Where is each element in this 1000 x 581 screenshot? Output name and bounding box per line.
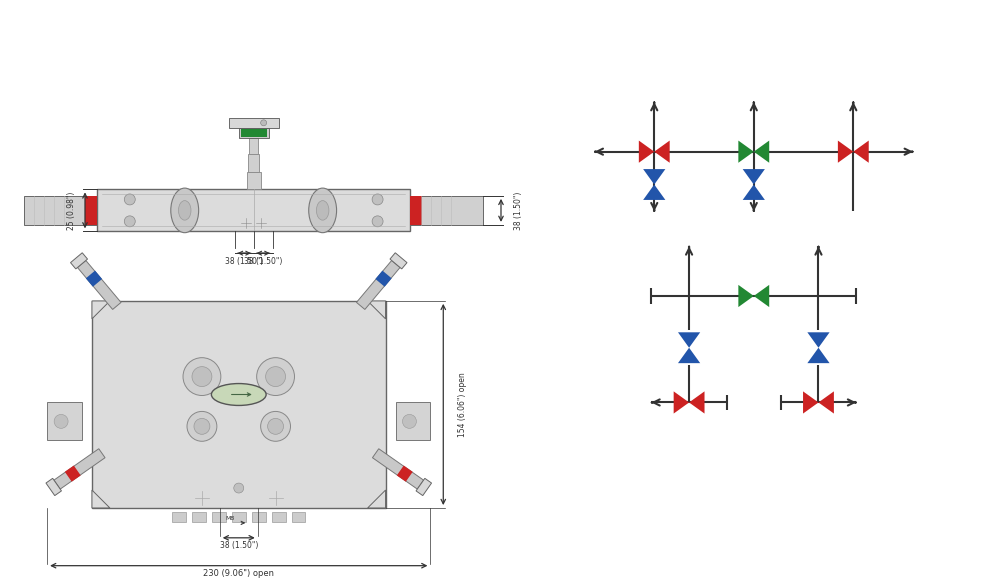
Polygon shape bbox=[375, 271, 392, 287]
Polygon shape bbox=[416, 478, 432, 496]
Bar bbox=[192, 512, 206, 522]
Polygon shape bbox=[368, 490, 386, 508]
Bar bbox=[272, 512, 286, 522]
Circle shape bbox=[124, 194, 135, 205]
Polygon shape bbox=[654, 141, 670, 163]
Polygon shape bbox=[397, 465, 413, 482]
Bar bbox=[396, 403, 430, 440]
Text: 230 (9.06") open: 230 (9.06") open bbox=[203, 569, 274, 578]
Circle shape bbox=[187, 411, 217, 442]
Bar bbox=[232, 512, 246, 522]
Circle shape bbox=[266, 367, 286, 386]
Bar bbox=[249, 138, 258, 153]
Ellipse shape bbox=[178, 200, 191, 220]
FancyBboxPatch shape bbox=[97, 189, 410, 231]
Polygon shape bbox=[678, 332, 700, 347]
Polygon shape bbox=[754, 285, 769, 307]
Text: 38 (1.50"): 38 (1.50") bbox=[244, 257, 282, 266]
Text: 38 (1.50"): 38 (1.50") bbox=[514, 191, 523, 229]
Circle shape bbox=[124, 216, 135, 227]
Bar bbox=[410, 196, 422, 225]
Text: 38 (1.50"): 38 (1.50") bbox=[220, 541, 258, 550]
Polygon shape bbox=[853, 141, 869, 163]
Polygon shape bbox=[356, 260, 400, 310]
Polygon shape bbox=[54, 449, 105, 489]
Polygon shape bbox=[92, 490, 110, 508]
Polygon shape bbox=[738, 141, 754, 163]
Circle shape bbox=[257, 358, 294, 396]
Bar bbox=[292, 512, 305, 522]
Ellipse shape bbox=[171, 188, 199, 232]
Polygon shape bbox=[678, 347, 700, 363]
Text: 38 (1.50"): 38 (1.50") bbox=[225, 257, 263, 266]
Polygon shape bbox=[92, 301, 110, 319]
Polygon shape bbox=[674, 392, 689, 414]
Text: 154 (6.06") open: 154 (6.06") open bbox=[458, 372, 467, 437]
Polygon shape bbox=[86, 271, 102, 287]
Polygon shape bbox=[838, 141, 853, 163]
Bar bbox=[172, 512, 186, 522]
Polygon shape bbox=[71, 253, 88, 269]
Polygon shape bbox=[639, 141, 654, 163]
Polygon shape bbox=[738, 285, 754, 307]
Ellipse shape bbox=[309, 188, 337, 232]
Polygon shape bbox=[754, 141, 769, 163]
Polygon shape bbox=[743, 185, 765, 200]
Polygon shape bbox=[803, 392, 818, 414]
Bar bbox=[47, 403, 82, 440]
Ellipse shape bbox=[316, 200, 329, 220]
Polygon shape bbox=[46, 478, 61, 496]
Circle shape bbox=[402, 414, 416, 428]
Polygon shape bbox=[807, 347, 830, 363]
Polygon shape bbox=[390, 253, 407, 269]
Polygon shape bbox=[372, 449, 424, 489]
FancyBboxPatch shape bbox=[410, 196, 483, 225]
Polygon shape bbox=[643, 169, 665, 185]
Circle shape bbox=[54, 414, 68, 428]
Circle shape bbox=[268, 418, 284, 435]
Ellipse shape bbox=[211, 383, 266, 406]
Circle shape bbox=[194, 418, 210, 435]
Polygon shape bbox=[818, 392, 834, 414]
Bar bbox=[248, 153, 259, 171]
Circle shape bbox=[234, 483, 244, 493]
Bar bbox=[92, 301, 386, 508]
Polygon shape bbox=[807, 332, 830, 347]
Polygon shape bbox=[77, 260, 121, 310]
Bar bbox=[229, 118, 279, 128]
Polygon shape bbox=[65, 465, 81, 482]
Circle shape bbox=[261, 120, 267, 126]
Bar bbox=[241, 129, 267, 137]
Bar bbox=[247, 171, 261, 189]
Circle shape bbox=[183, 358, 221, 396]
Bar bbox=[252, 512, 266, 522]
Polygon shape bbox=[643, 185, 665, 200]
Polygon shape bbox=[368, 301, 386, 319]
Polygon shape bbox=[689, 392, 705, 414]
Bar bbox=[85, 196, 97, 225]
Bar bbox=[239, 128, 269, 138]
Text: 25 (0.98"): 25 (0.98") bbox=[67, 191, 76, 229]
Circle shape bbox=[192, 367, 212, 386]
Circle shape bbox=[372, 216, 383, 227]
Polygon shape bbox=[743, 169, 765, 185]
FancyBboxPatch shape bbox=[24, 196, 97, 225]
Text: M8: M8 bbox=[226, 516, 235, 521]
Bar bbox=[212, 512, 226, 522]
Circle shape bbox=[372, 194, 383, 205]
Circle shape bbox=[261, 411, 291, 442]
